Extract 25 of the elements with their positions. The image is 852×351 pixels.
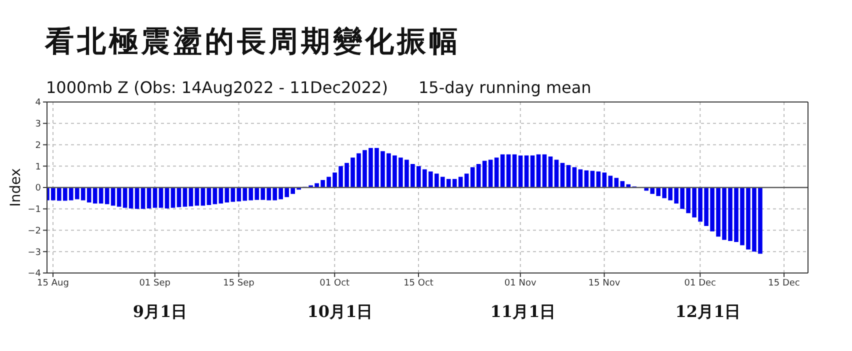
y-tick-label: −2 — [28, 226, 41, 236]
x-tick-label: 01 Nov — [504, 278, 537, 288]
y-tick-label: 3 — [35, 120, 41, 130]
x-tick-label: 15 Nov — [588, 278, 621, 288]
chart-title: 看北極震盪的長周期變化振幅 — [45, 23, 461, 60]
y-tick-label: 0 — [35, 184, 42, 194]
y-tick-label: 1 — [35, 162, 41, 172]
y-tick-label: 4 — [35, 98, 42, 108]
text: 9月1日 — [132, 302, 188, 323]
x-tick-label: 01 Sep — [139, 278, 171, 288]
y-tick-label: −3 — [28, 248, 41, 258]
x-tick-label: 15 Dec — [768, 278, 800, 288]
text: 11月1日 — [490, 302, 556, 323]
text: 10月1日 — [307, 302, 373, 323]
text: 12月1日 — [675, 302, 741, 323]
x-tick-label: 01 Dec — [684, 278, 716, 288]
y-tick-label: 2 — [35, 140, 41, 151]
y-tick-label: −4 — [28, 269, 42, 280]
x-tick-label: 15 Oct — [404, 278, 434, 288]
x-tick-label: 15 Aug — [37, 278, 69, 288]
chart-subtitle: 1000mb Z (Obs: 14Aug2022 - 11Dec2022) 15-day running mean — [46, 78, 592, 97]
x-tick-label: 01 Oct — [320, 278, 350, 288]
x-tick-label: 15 Sep — [223, 278, 255, 288]
y-tick-label: −1 — [28, 205, 41, 216]
y-axis-title: Index — [8, 168, 24, 207]
